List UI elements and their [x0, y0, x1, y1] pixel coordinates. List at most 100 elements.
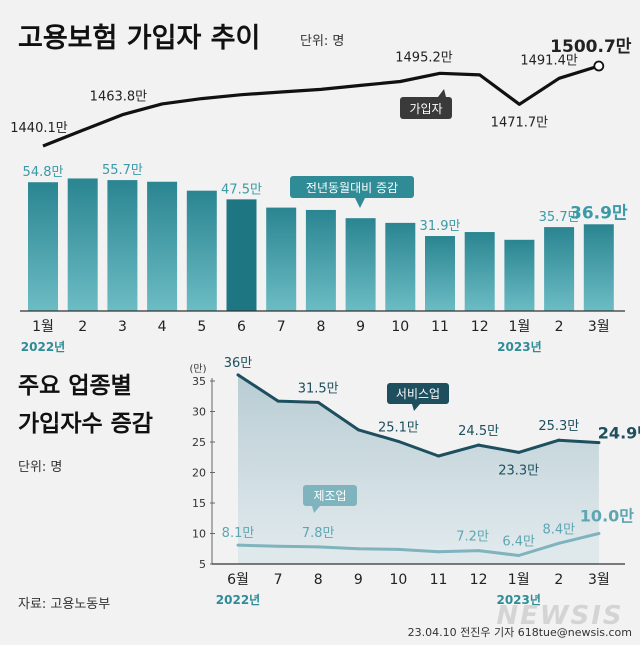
legend-subscriber-label: 가입자 — [409, 102, 442, 116]
y-tick-5: 30 — [192, 406, 206, 419]
bottom-x-tick-9: 3월 — [588, 572, 610, 588]
manufacturing-line — [212, 532, 625, 565]
legend-manufacturing: 제조업 — [303, 485, 357, 513]
top-x-tick-2: 3 — [118, 319, 127, 335]
bar-6 — [266, 207, 297, 311]
manufacturing-point-2 — [316, 545, 320, 549]
source-label: 자료: 고용노동부 — [18, 597, 110, 612]
service-area-fill — [238, 374, 599, 564]
bar-label-5: 47.5만 — [221, 182, 262, 197]
manufacturing-point-3 — [356, 547, 360, 551]
subscriber-value-labels: 1440.1만 1463.8만 1495.2만 1471.7만 1491.4만1500.… — [10, 37, 632, 136]
bar-8 — [345, 218, 376, 311]
service-point-1 — [276, 399, 280, 403]
bar-0 — [28, 182, 58, 311]
subscriber-line-path — [42, 64, 600, 148]
top-x-tick-13: 2 — [555, 319, 564, 335]
bar-11 — [464, 232, 495, 311]
service-label-9: 24.9만 — [598, 424, 640, 443]
top-x-tick-4: 5 — [197, 319, 206, 335]
bar-label-13: 35.7만 — [539, 210, 580, 225]
bar-14 — [583, 224, 614, 311]
y-tick-4: 25 — [192, 436, 206, 449]
legend-subscriber: 가입자 — [400, 89, 452, 119]
bottom-x-tick-2: 8 — [314, 572, 323, 588]
manufacturing-label-0: 8.1만 — [222, 526, 255, 541]
bar-12 — [504, 239, 535, 311]
bottom-x-axis: 6월 7 8 9 10 11 12 1월 2 3월 2022년 2023년 — [216, 572, 610, 607]
service-label-8: 25.3만 — [538, 419, 579, 434]
subscriber-label-12: 1471.7만 — [491, 115, 548, 130]
bar-7 — [305, 209, 336, 311]
top-x-tick-7: 8 — [316, 319, 325, 335]
service-area — [238, 374, 599, 564]
y-tick-6: 35 — [192, 375, 206, 388]
service-point-2 — [316, 400, 320, 404]
top-x-tick-10: 11 — [431, 319, 449, 335]
unit-label: 단위: 명 — [300, 34, 344, 49]
service-label-0: 36만 — [224, 356, 253, 371]
bar-label-14: 36.9만 — [570, 203, 628, 223]
service-point-4 — [396, 439, 400, 443]
legend-service-pointer — [412, 404, 420, 411]
top-x-tick-1: 2 — [78, 319, 87, 335]
manufacturing-point-5 — [437, 550, 440, 554]
service-label-6: 24.5만 — [458, 424, 499, 439]
bar-5 — [226, 199, 257, 311]
legend-subscriber-box — [400, 97, 452, 119]
bar-label-2: 55.7만 — [102, 163, 143, 178]
bottom-x-tick-0: 6월 — [227, 572, 249, 588]
bottom-x-tick-1: 7 — [274, 572, 283, 588]
section-title-line1: 주요 업종별 — [18, 373, 132, 399]
subscriber-label-14: 1500.7만 — [550, 37, 632, 57]
manufacturing-area — [238, 533, 599, 564]
subscriber-line — [42, 60, 605, 148]
legend-bar-label: 전년동월대비 증감 — [306, 181, 398, 195]
manufacturing-area-fill — [238, 533, 599, 564]
legend-bar-pointer — [355, 198, 365, 208]
y-tick-3: 20 — [192, 467, 206, 480]
service-label-4: 25.1만 — [378, 420, 419, 435]
manufacturing-label-9: 10.0만 — [580, 507, 634, 526]
service-point-6 — [477, 443, 481, 447]
manufacturing-label-7: 6.4만 — [502, 534, 535, 549]
bar-13 — [544, 227, 575, 311]
subscriber-end-point — [593, 60, 605, 72]
y-tick-0: 5 — [199, 558, 206, 571]
manufacturing-point-7 — [517, 553, 521, 557]
top-x-tick-9: 10 — [391, 319, 409, 335]
top-x-tick-8: 9 — [356, 319, 365, 335]
service-point-3 — [356, 428, 360, 432]
bar-series — [20, 178, 625, 312]
manufacturing-point-9 — [597, 532, 601, 535]
top-x-tick-14: 3월 — [588, 319, 610, 335]
manufacturing-label-2: 7.8만 — [302, 526, 335, 541]
manufacturing-point-4 — [396, 547, 400, 551]
top-x-tick-12: 1월 — [509, 319, 531, 335]
bottom-year-label-1: 2023년 — [496, 593, 540, 607]
manufacturing-line-path — [237, 532, 600, 557]
section-title-line2: 가입자수 증감 — [18, 411, 153, 437]
legend-service-label: 서비스업 — [396, 387, 440, 401]
bottom-x-tick-3: 9 — [354, 572, 363, 588]
bar-9 — [385, 222, 416, 311]
bar-2 — [107, 180, 138, 311]
service-point-5 — [437, 454, 440, 458]
y-tick-1: 10 — [192, 528, 206, 541]
service-point-9 — [597, 441, 601, 445]
bar-label-10: 31.9만 — [420, 219, 461, 234]
top-x-tick-6: 7 — [277, 319, 286, 335]
subscriber-label-2: 1463.8만 — [90, 90, 147, 105]
top-x-tick-3: 4 — [158, 319, 167, 335]
manufacturing-point-6 — [477, 549, 481, 553]
bottom-x-tick-5: 11 — [430, 572, 448, 588]
bottom-x-tick-4: 10 — [389, 572, 407, 588]
service-line-path — [237, 373, 599, 458]
service-point-0 — [236, 373, 240, 377]
manufacturing-point-8 — [557, 541, 561, 545]
bar-10 — [425, 236, 455, 311]
subscriber-label-10: 1495.2만 — [395, 50, 452, 65]
